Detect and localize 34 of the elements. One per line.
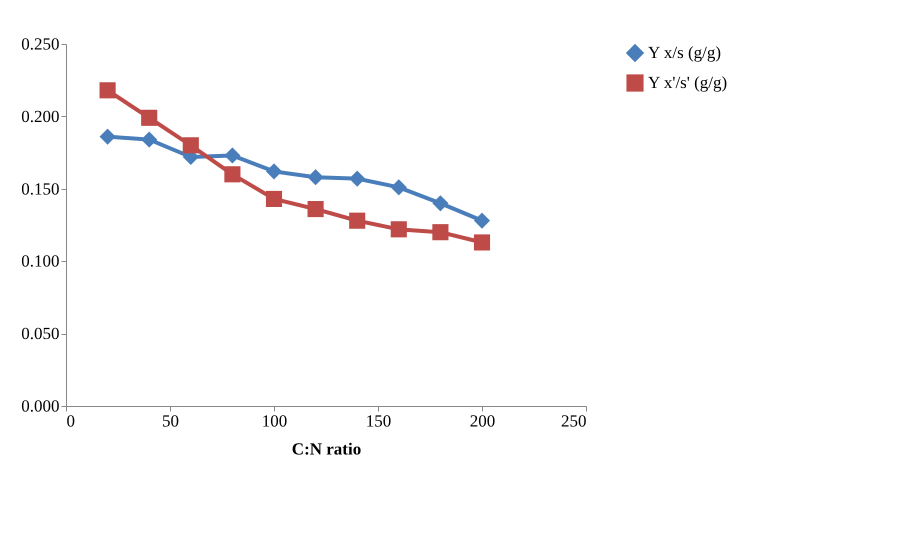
y-tick-label: 0.150 (21, 179, 60, 198)
point (266, 190, 282, 207)
point (308, 201, 324, 218)
point (224, 166, 240, 182)
point (141, 110, 158, 126)
legend-label: Y x/s (g/g) (648, 43, 722, 62)
y-tick-label: 0.050 (21, 324, 60, 344)
y-tick-label: 0.100 (21, 252, 60, 271)
x-tick-label: 0 (66, 412, 75, 430)
x-tick-label: 100 (262, 412, 288, 430)
x-tick-label: 250 (561, 412, 586, 430)
y-tick-label: 0.000 (21, 396, 60, 416)
y-tick-label: 0.200 (21, 106, 60, 126)
point (474, 234, 490, 250)
point (308, 169, 324, 186)
point (432, 195, 448, 212)
point (390, 179, 407, 196)
point (224, 147, 240, 164)
legend-label: Y x'/s' (g/g) (648, 73, 728, 92)
point (141, 132, 158, 148)
point (474, 212, 490, 229)
point (182, 137, 199, 154)
y-tick-label: 0.250 (21, 34, 60, 54)
point (432, 224, 448, 240)
point (100, 82, 116, 98)
point (266, 163, 282, 180)
x-tick-label: 50 (162, 412, 179, 430)
point (349, 212, 366, 229)
x-axis-title: C:N ratio (292, 440, 362, 458)
point (349, 170, 366, 187)
x-tick-label: 200 (470, 412, 496, 430)
point (100, 128, 116, 145)
point (390, 221, 407, 238)
x-tick-label: 150 (366, 412, 392, 430)
